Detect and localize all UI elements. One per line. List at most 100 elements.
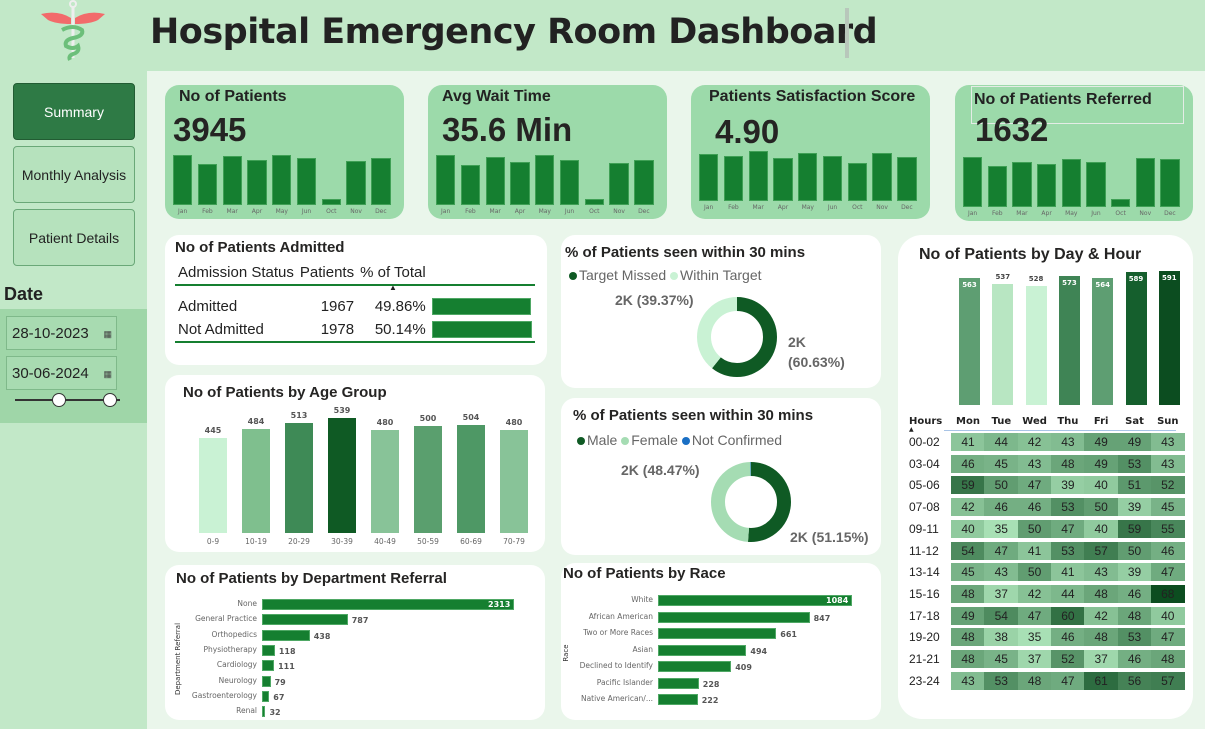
bar xyxy=(262,629,310,641)
bar xyxy=(658,661,732,672)
date-slider-end-handle[interactable] xyxy=(103,393,117,407)
day-column-header: Wed xyxy=(1022,416,1047,427)
day-column-header: Mon xyxy=(956,416,980,427)
kpi-month-bar xyxy=(987,165,1007,207)
kpi-card-wait-time: Avg Wait Time 35.6 Min Jan Feb Mar Apr May Ju… xyxy=(428,85,667,219)
heatmap-cell: 37 xyxy=(1084,650,1119,668)
heatmap-cell: 48 xyxy=(951,584,985,603)
date-slider-track[interactable] xyxy=(15,399,120,401)
legend-item[interactable]: Female xyxy=(621,432,678,448)
sort-icon: ▲ xyxy=(388,283,397,292)
nav-summary-button[interactable]: Summary xyxy=(13,83,135,140)
month-label: Dec xyxy=(1164,210,1176,217)
header-bar xyxy=(147,0,1205,71)
day-value-label: 528 xyxy=(1028,274,1044,283)
month-label: Apr xyxy=(777,204,789,211)
bar-category-label: Renal xyxy=(236,706,257,716)
month-label: Apr xyxy=(1041,210,1052,217)
hours-column-header[interactable]: Hours ▲ xyxy=(909,416,943,433)
day-column-header: Fri xyxy=(1093,416,1109,427)
legend-dot-icon xyxy=(577,437,585,445)
bar xyxy=(262,690,270,702)
table-row: Admitted 1967 49.86% xyxy=(175,295,535,318)
day-value-label: 537 xyxy=(995,272,1011,281)
donut-slice[interactable] xyxy=(711,462,791,542)
legend-item[interactable]: Target Missed xyxy=(569,267,666,283)
day-value-label: 573 xyxy=(1062,278,1077,287)
nav-monthly-analysis-button[interactable]: Monthly Analysis xyxy=(13,146,135,203)
month-label: Jan xyxy=(441,208,451,215)
status-cell: Not Admitted xyxy=(178,321,264,338)
age-category-label: 10-19 xyxy=(245,537,267,546)
bar-category-label: Orthopedics xyxy=(211,629,257,639)
age-value-label: 539 xyxy=(333,405,351,415)
end-date-input[interactable]: 30-06-2024 ▦ xyxy=(6,356,117,390)
age-bar xyxy=(500,430,528,533)
column-header[interactable]: Patients xyxy=(299,264,355,281)
column-header[interactable]: Admission Status xyxy=(178,264,294,281)
kpi-month-bar xyxy=(222,156,242,205)
kpi-month-bar xyxy=(436,155,456,205)
heatmap-cell: 37 xyxy=(984,584,1019,603)
heatmap-cell: 44 xyxy=(984,433,1019,451)
legend-item[interactable]: Not Confirmed xyxy=(681,432,782,448)
heatmap-cell: 47 xyxy=(1017,476,1052,495)
heatmap-cell: 45 xyxy=(984,454,1019,473)
heatmap-cell: 42 xyxy=(951,498,985,517)
month-label: Feb xyxy=(465,208,476,215)
heatmap-cell: 41 xyxy=(1017,541,1052,560)
calendar-icon[interactable]: ▦ xyxy=(103,369,112,379)
bar-value-label: 67 xyxy=(273,692,285,702)
day-bar xyxy=(1092,277,1114,405)
age-bar xyxy=(242,429,270,533)
month-label: Mar xyxy=(226,208,238,215)
donut-slice[interactable] xyxy=(697,297,777,377)
legend-item[interactable]: Male xyxy=(577,432,617,448)
heatmap-cell: 50 xyxy=(1017,563,1052,582)
bar-value-label: 1084 xyxy=(826,596,849,605)
nav-patient-details-button[interactable]: Patient Details xyxy=(13,209,135,266)
heatmap-cell: 43 xyxy=(1017,454,1052,473)
column-header[interactable]: % of Total ▲ xyxy=(357,261,429,292)
day-column-header: Tue xyxy=(991,416,1012,427)
bar-category-label: Gastroenterology xyxy=(191,690,257,700)
patients-cell: 1967 xyxy=(320,298,355,315)
bar xyxy=(658,644,747,656)
day-value-label: 563 xyxy=(962,280,977,289)
heatmap-cell: 37 xyxy=(1017,650,1052,668)
age-value-label: 480 xyxy=(505,418,523,428)
kpi-monthly-chart: Jan Feb Mar Apr May Jun Oct Nov Dec xyxy=(436,145,659,215)
heatmap-cell: 46 xyxy=(1150,541,1185,560)
day-bar xyxy=(1058,275,1080,405)
bar-value-label: 118 xyxy=(278,646,296,656)
hour-row-label: 07-08 xyxy=(909,500,940,515)
heatmap-cell: 51 xyxy=(1117,476,1152,495)
month-label: May xyxy=(1065,210,1078,217)
start-date-input[interactable]: 28-10-2023 ▦ xyxy=(6,316,117,350)
heatmap-cell: 39 xyxy=(1050,476,1085,495)
donut-slice[interactable] xyxy=(711,462,791,542)
data-label: 2K xyxy=(788,334,806,350)
calendar-icon[interactable]: ▦ xyxy=(103,329,112,339)
heatmap-cell: 50 xyxy=(984,476,1019,495)
date-slider-start-handle[interactable] xyxy=(52,393,66,407)
gender-donut xyxy=(711,462,791,542)
kpi-month-bar xyxy=(296,158,317,205)
header-divider xyxy=(944,430,1176,431)
status-cell: Admitted xyxy=(178,298,238,315)
month-label: Apr xyxy=(251,208,263,215)
bar xyxy=(262,706,266,718)
bar-value-label: 222 xyxy=(701,696,719,705)
heatmap-cell: 46 xyxy=(1050,628,1085,647)
age-value-label: 500 xyxy=(419,413,437,423)
kpi-monthly-chart: Jan Feb Mar Apr May Jun Oct Nov Dec xyxy=(963,147,1185,217)
month-label: Nov xyxy=(613,208,625,215)
heatmap-cell: 41 xyxy=(1050,563,1085,582)
heatmap-cell: 54 xyxy=(984,606,1019,625)
start-date-value: 28-10-2023 xyxy=(12,325,89,342)
legend-item[interactable]: Within Target xyxy=(670,267,762,283)
kpi-month-bar xyxy=(609,162,629,205)
kpi-month-bar xyxy=(197,163,218,205)
panel-title: No of Patients by Day & Hour xyxy=(919,246,1142,263)
kpi-value: 35.6 Min xyxy=(442,111,573,148)
